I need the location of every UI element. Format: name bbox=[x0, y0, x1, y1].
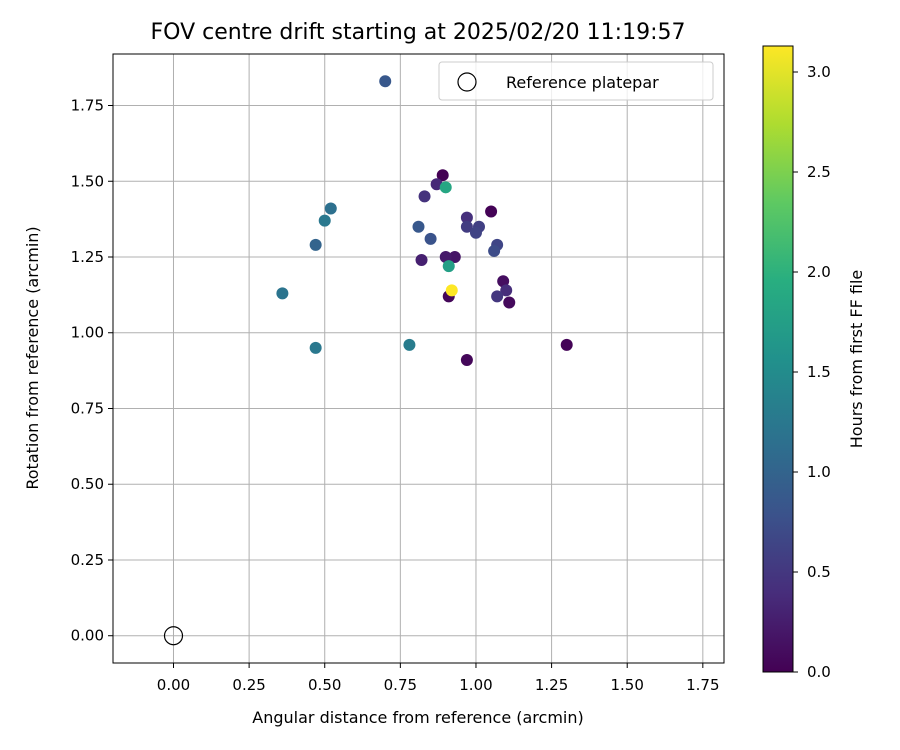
data-point bbox=[500, 284, 513, 297]
data-point bbox=[497, 275, 510, 288]
reference-layer bbox=[163, 626, 184, 646]
data-point bbox=[309, 341, 322, 354]
legend-box bbox=[438, 61, 714, 101]
data-point bbox=[430, 178, 443, 191]
data-point bbox=[379, 75, 392, 88]
x-tick-label: 1.25 bbox=[535, 676, 568, 694]
data-point bbox=[424, 232, 437, 245]
y-axis-label: Rotation from reference (arcmin) bbox=[23, 226, 42, 489]
data-point bbox=[469, 226, 482, 239]
data-point bbox=[276, 287, 289, 300]
data-point bbox=[439, 251, 452, 263]
colorbar-tick-label: 0.5 bbox=[807, 563, 831, 581]
x-tick-label: 0.50 bbox=[308, 676, 341, 694]
y-axis-ticks: 0.00 0.25 0.50 0.75 1.00 1.25 1.50 1.75 bbox=[71, 97, 113, 645]
colorbar-tick-label: 1.5 bbox=[807, 363, 831, 381]
colorbar-tick-label: 3.0 bbox=[807, 63, 831, 81]
x-tick-label: 0.75 bbox=[384, 676, 417, 694]
data-point bbox=[445, 284, 458, 297]
data-point bbox=[448, 251, 461, 263]
y-tick-label: 1.50 bbox=[71, 172, 104, 190]
legend-marker-icon bbox=[457, 72, 477, 92]
data-point bbox=[460, 354, 473, 367]
colorbar-tick-label: 1.0 bbox=[807, 463, 831, 481]
data-point bbox=[491, 290, 504, 303]
data-point bbox=[309, 238, 322, 251]
x-axis-label: Angular distance from reference (arcmin) bbox=[252, 708, 583, 727]
x-tick-label: 0.25 bbox=[232, 676, 265, 694]
y-tick-label: 0.00 bbox=[71, 627, 104, 645]
data-point bbox=[318, 214, 331, 227]
y-tick-label: 0.50 bbox=[71, 475, 104, 493]
data-point bbox=[460, 220, 473, 233]
y-tick-label: 0.75 bbox=[71, 399, 104, 417]
data-point bbox=[436, 169, 449, 182]
data-point bbox=[460, 211, 473, 224]
reference-platepar-marker bbox=[163, 626, 184, 646]
colorbar-tick-label: 2.5 bbox=[807, 163, 831, 181]
data-point bbox=[415, 254, 428, 267]
x-tick-label: 0.00 bbox=[157, 676, 190, 694]
data-point bbox=[418, 190, 431, 203]
legend: Reference platepar bbox=[438, 61, 714, 101]
x-tick-label: 1.50 bbox=[611, 676, 644, 694]
data-point bbox=[403, 338, 416, 351]
y-tick-label: 1.75 bbox=[71, 97, 104, 115]
colorbar-ticks: 0.0 0.5 1.0 1.5 2.0 2.5 3.0 bbox=[793, 63, 831, 681]
x-tick-label: 1.75 bbox=[686, 676, 719, 694]
x-axis-ticks: 0.00 0.25 0.50 0.75 1.00 1.25 1.50 1.75 bbox=[157, 663, 720, 694]
data-points bbox=[276, 75, 573, 367]
data-point bbox=[503, 296, 516, 309]
data-point bbox=[485, 205, 498, 218]
plot-frame bbox=[112, 53, 725, 664]
data-point bbox=[324, 202, 337, 215]
data-point bbox=[442, 260, 455, 273]
data-point bbox=[439, 181, 452, 194]
colorbar bbox=[762, 45, 794, 673]
chart-title: FOV centre drift starting at 2025/02/20 … bbox=[151, 20, 686, 45]
data-point bbox=[560, 338, 573, 351]
colorbar-tick-label: 2.0 bbox=[807, 263, 831, 281]
colorbar-label: Hours from first FF file bbox=[847, 270, 866, 449]
x-tick-label: 1.00 bbox=[459, 676, 492, 694]
data-point bbox=[488, 244, 501, 257]
data-point bbox=[412, 220, 425, 233]
legend-entry: Reference platepar bbox=[506, 73, 659, 92]
y-tick-label: 0.25 bbox=[71, 551, 104, 569]
y-tick-label: 1.25 bbox=[71, 248, 104, 266]
y-tick-label: 1.00 bbox=[71, 324, 104, 342]
colorbar-tick-label: 0.0 bbox=[807, 663, 831, 681]
